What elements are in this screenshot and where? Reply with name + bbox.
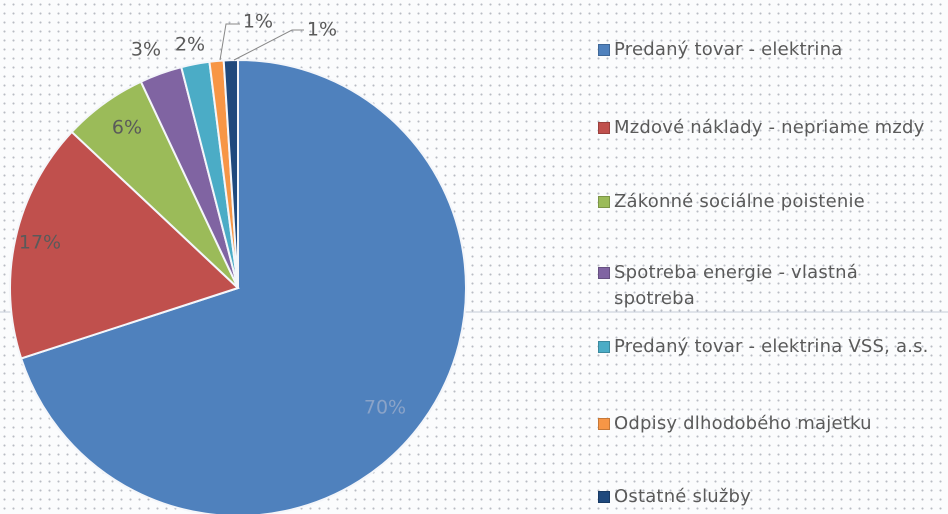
legend-item: Odpisy dlhodobého majetku xyxy=(598,411,943,437)
pie-slice xyxy=(9,130,240,360)
legend-item: Predaný tovar - elektrina VSS, a.s. xyxy=(598,334,943,360)
legend-label: Predaný tovar - elektrina xyxy=(614,39,843,60)
legend-item: Spotreba energie - vlastná spotreba xyxy=(598,260,943,312)
legend-swatch xyxy=(598,341,610,353)
data-label: 6% xyxy=(112,117,142,139)
legend-swatch xyxy=(598,418,610,430)
data-label: 1% xyxy=(243,11,273,33)
data-label: 1% xyxy=(307,19,337,41)
legend-swatch xyxy=(598,122,610,134)
legend-swatch xyxy=(598,196,610,208)
leader-line xyxy=(219,23,240,61)
legend-item: Predaný tovar - elektrina xyxy=(598,37,943,63)
legend-label: Predaný tovar - elektrina VSS, a.s. xyxy=(614,336,929,357)
legend-item: Ostatné služby xyxy=(598,484,943,510)
legend-item: Mzdové náklady - nepriame mzdy xyxy=(598,115,943,141)
legend-label: Ostatné služby xyxy=(614,486,752,507)
legend-swatch xyxy=(598,267,610,279)
pie-slice xyxy=(222,58,239,289)
data-label: 70% xyxy=(364,397,406,419)
legend-swatch xyxy=(598,44,610,56)
legend-swatch xyxy=(598,491,610,503)
legend-label: Mzdové náklady - nepriame mzdy xyxy=(614,117,925,138)
data-label: 2% xyxy=(175,34,205,56)
legend-label: Spotreba energie - vlastná spotreba xyxy=(614,262,859,309)
data-label: 17% xyxy=(19,232,61,254)
legend-label: Zákonné sociálne poistenie xyxy=(614,191,865,212)
legend-item: Zákonné sociálne poistenie xyxy=(598,189,943,215)
legend-label: Odpisy dlhodobého majetku xyxy=(614,413,872,434)
leader-line xyxy=(233,29,304,61)
data-label: 3% xyxy=(131,39,161,61)
pie-slice xyxy=(19,58,467,514)
